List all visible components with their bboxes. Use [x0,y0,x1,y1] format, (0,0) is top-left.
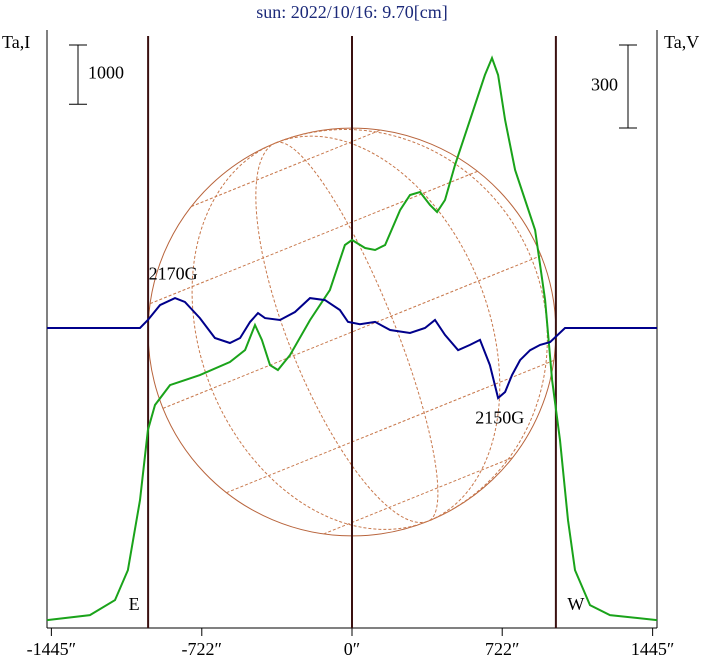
parallel [149,170,478,305]
annotation: 2170G [149,264,198,284]
meridian [275,141,439,522]
annotation: 2150G [475,407,524,427]
y2-axis-label: Ta,V [664,32,699,52]
y-axis-label: Ta,I [2,32,30,52]
parallel [226,359,555,494]
parallel [323,457,513,535]
series-line [47,297,657,400]
x-tick-label: 1445″ [631,639,675,659]
scale-bar-label: 1000 [88,63,124,83]
solar-disc [147,127,557,537]
chart-title: sun: 2022/10/16: 9.70[cm] [256,2,448,22]
parallel [162,255,542,409]
limb-label: W [567,594,584,614]
x-tick-label: -722″ [182,639,223,659]
x-tick-label: 722″ [485,639,520,659]
limb-label: E [129,594,140,614]
parallel [191,129,381,207]
scale-bar2-label: 300 [591,75,618,95]
x-tick-label: 0″ [344,639,361,659]
series-line [46,55,658,622]
meridian [191,142,429,530]
meridian [275,135,501,522]
x-tick-label: -1445″ [27,639,77,659]
